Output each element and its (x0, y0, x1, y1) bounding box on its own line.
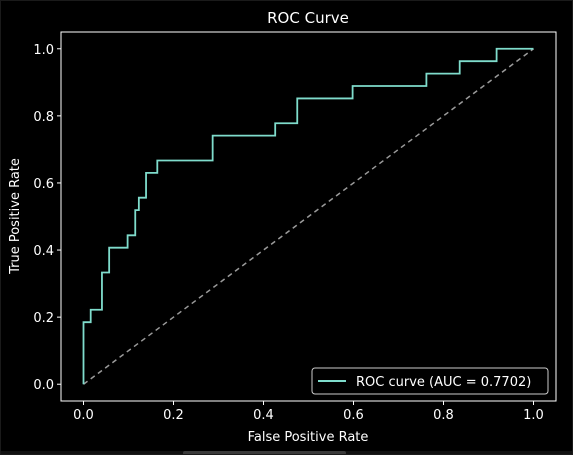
y-tick-label: 0.8 (33, 110, 54, 125)
x-axis-label: False Positive Rate (248, 430, 369, 445)
x-tick-label: 0.6 (343, 408, 364, 423)
horizontal-scrollbar-thumb[interactable] (183, 451, 346, 455)
legend: ROC curve (AUC = 0.7702) (311, 367, 549, 395)
legend-label: ROC curve (AUC = 0.7702) (356, 375, 531, 390)
reference-diagonal-line (83, 48, 534, 385)
y-tick-label: 0.0 (33, 378, 54, 393)
y-tick-label: 1.0 (33, 43, 54, 58)
y-tick-label: 0.6 (33, 177, 54, 192)
legend-box (311, 367, 549, 395)
x-tick-label: 0.4 (253, 408, 274, 423)
x-tick-label: 1.0 (523, 408, 544, 423)
plot-area: 0.0 0.2 0.4 0.6 0.8 1.0 0.0 0.2 0.4 0.6 0.8 1.0 (33, 31, 557, 423)
y-tick-label: 0.2 (33, 311, 54, 326)
axes-frame (60, 31, 557, 402)
roc-curve-line (82, 47, 534, 385)
chart-title: ROC Curve (267, 9, 349, 27)
y-tick-label: 0.4 (33, 244, 54, 259)
x-tick-label: 0.0 (73, 408, 94, 423)
y-axis-label: True Positive Rate (8, 158, 23, 275)
x-tick-label: 0.2 (163, 408, 184, 423)
x-tick-label: 0.8 (433, 408, 454, 423)
